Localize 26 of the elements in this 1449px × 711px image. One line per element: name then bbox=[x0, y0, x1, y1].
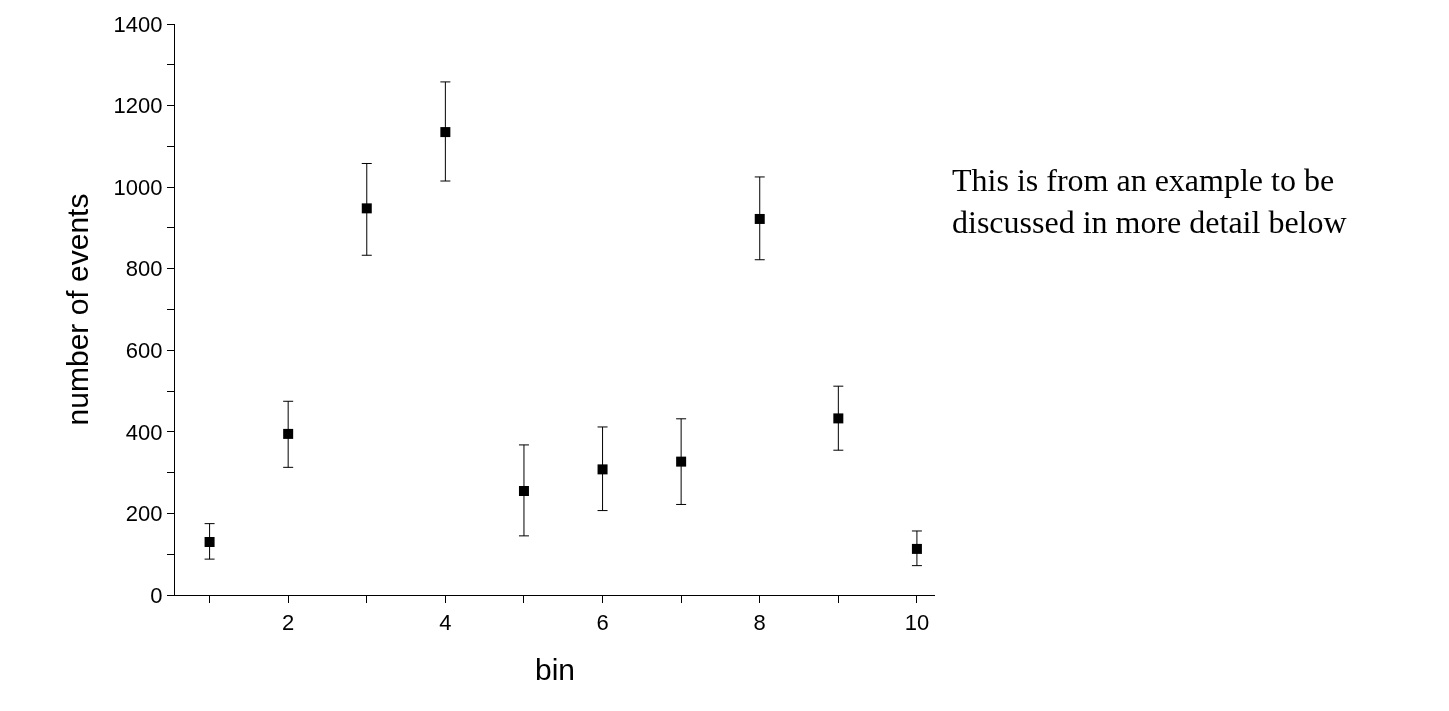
text: This is from an example to be discussed in more detail below bbox=[952, 162, 1347, 240]
y-tick-label: 0 bbox=[150, 582, 163, 608]
x-tick-label: 2 bbox=[282, 609, 295, 635]
y-tick-label: 1000 bbox=[113, 174, 163, 200]
point bbox=[518, 486, 529, 496]
y-tick-label: 800 bbox=[125, 256, 163, 282]
point bbox=[204, 536, 215, 547]
x-tick-label: 10 bbox=[904, 609, 930, 635]
point bbox=[754, 213, 765, 224]
y-axis-title: number of events bbox=[61, 193, 95, 426]
point bbox=[676, 456, 687, 467]
y-tick-label: 200 bbox=[125, 501, 163, 527]
x-tick-label: 4 bbox=[439, 609, 452, 635]
y-tick-label: 600 bbox=[125, 337, 163, 363]
point bbox=[911, 543, 922, 554]
x-axis-title: bin bbox=[534, 653, 576, 687]
point bbox=[283, 428, 294, 439]
y-tick-label: 1200 bbox=[113, 93, 163, 119]
y-tick-label: 1400 bbox=[113, 11, 163, 37]
point bbox=[597, 464, 608, 475]
point bbox=[440, 127, 451, 138]
x-tick-label: 6 bbox=[596, 609, 609, 635]
point bbox=[361, 203, 372, 214]
point bbox=[833, 413, 844, 424]
y-tick-label: 400 bbox=[125, 419, 163, 445]
x-tick-label: 8 bbox=[753, 609, 766, 635]
